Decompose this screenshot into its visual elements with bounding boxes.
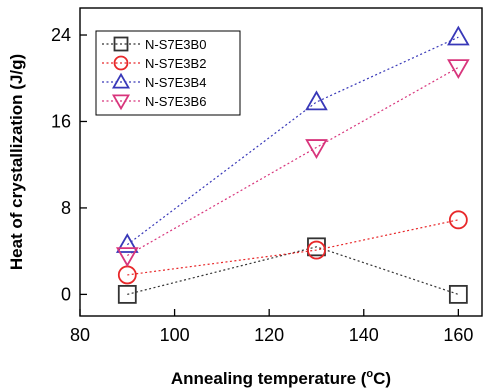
x-tick-label: 80 [70,325,90,345]
legend-marker-n-s7e3b2 [113,55,129,71]
plot-frame [79,7,483,317]
legend-marker-n-s7e3b4 [111,72,131,89]
data-point-n-s7e3b4 [447,25,470,46]
series-line-n-s7e3b0 [127,246,459,295]
y-tick-label: 16 [51,111,71,131]
data-point-n-s7e3b6 [115,247,139,268]
x-tick-label: 140 [349,325,379,345]
x-tick-label: 120 [254,325,284,345]
series-line-n-s7e3b6 [126,66,459,257]
axis-ticks: 80 100 120 140 160 0 8 16 24 [51,25,473,345]
x-tick-label: 100 [160,325,190,345]
data-point-n-s7e3b0 [117,284,137,304]
series-line-n-s7e3b2 [127,219,459,276]
legend: N-S7E3B0 N-S7E3B2 N-S7E3B4 N-S7E3B6 [95,30,241,116]
data-point-n-s7e3b0 [448,284,468,304]
legend-label: N-S7E3B4 [145,75,206,90]
x-tick-label: 160 [443,325,473,345]
legend-marker-n-s7e3b6 [111,94,131,111]
x-axis-title-unit: C) [373,369,391,388]
legend-label: N-S7E3B6 [145,94,206,109]
data-point-n-s7e3b2 [307,240,326,260]
legend-label: N-S7E3B0 [145,37,206,52]
x-axis-title: Annealing temperature (oC) [171,368,391,388]
y-tick-label: 8 [61,198,71,218]
legend-label: N-S7E3B2 [145,56,206,71]
series-lines [126,36,459,295]
data-point-n-s7e3b6 [447,59,470,80]
x-axis-title-degree: o [366,368,373,380]
plot-area-border [79,7,483,317]
legend-marker-n-s7e3b0 [113,36,129,52]
x-axis-title-text: Annealing temperature [171,369,356,388]
y-tick-label: 24 [51,25,71,45]
x-axis-title-unit-prefix: ( [356,369,367,388]
y-axis-title: Heat of crystallization (J/g) [7,54,26,270]
y-tick-label: 0 [61,284,71,304]
series-markers [115,25,470,304]
data-point-n-s7e3b2 [448,210,468,230]
data-point-n-s7e3b4 [305,90,328,111]
data-point-n-s7e3b6 [305,139,328,159]
data-point-n-s7e3b4 [115,233,139,253]
